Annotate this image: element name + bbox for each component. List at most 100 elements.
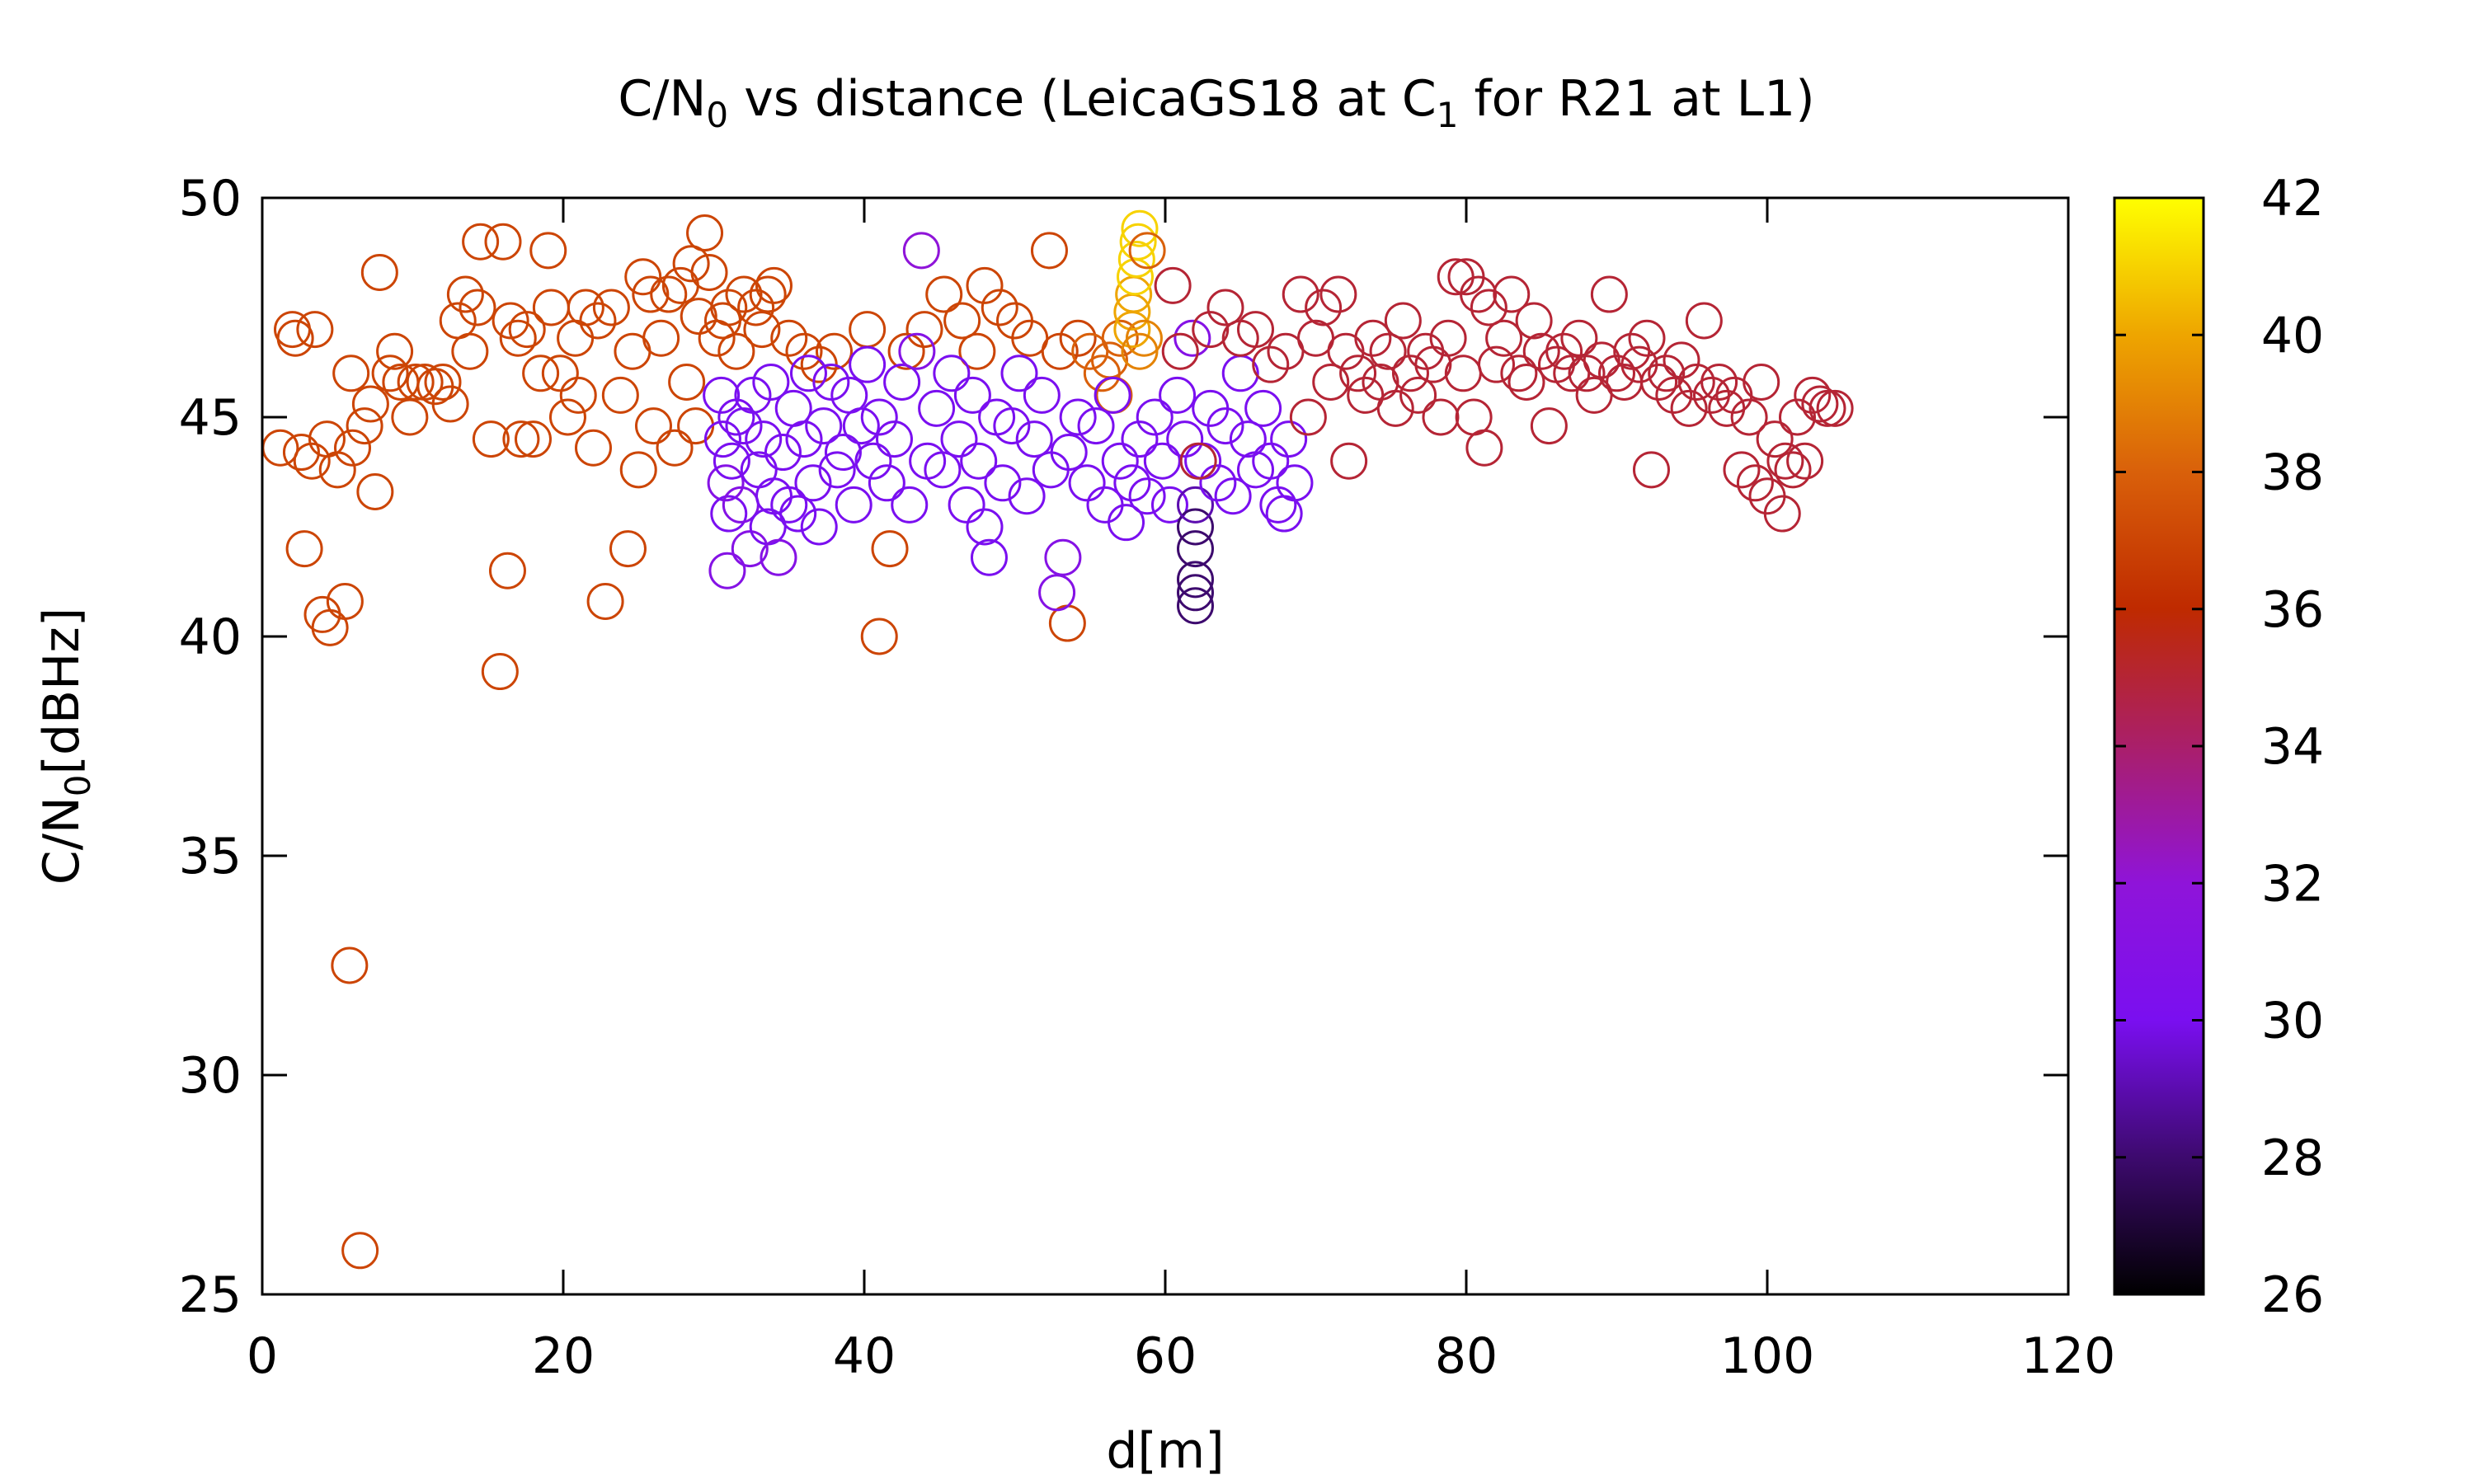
data-point <box>970 538 1008 576</box>
data-point <box>1779 398 1816 436</box>
data-point <box>1507 363 1545 401</box>
data-point <box>868 464 905 502</box>
data-point <box>1030 232 1068 270</box>
data-point <box>346 407 383 445</box>
data-point <box>785 332 823 370</box>
y-axis-label: C/N0[dBHz] <box>33 608 98 885</box>
data-point <box>805 407 843 445</box>
data-point <box>785 420 823 458</box>
data-point <box>770 486 808 524</box>
data-point <box>1774 451 1812 489</box>
data-point <box>1038 574 1076 612</box>
data-point <box>481 653 519 691</box>
data-point <box>1108 504 1145 542</box>
data-point <box>1723 451 1761 489</box>
colorbar-tick-label: 28 <box>2261 1129 2324 1187</box>
data-point <box>1136 398 1174 436</box>
data-point <box>883 363 921 401</box>
data-point <box>948 486 985 524</box>
data-point <box>397 363 435 401</box>
data-point <box>331 946 369 984</box>
data-point <box>1177 561 1214 599</box>
data-point <box>752 363 790 401</box>
data-point <box>966 266 1004 304</box>
data-point <box>586 582 624 620</box>
data-point <box>1354 319 1392 357</box>
data-point <box>1339 355 1377 392</box>
data-point <box>1485 319 1523 357</box>
data-point <box>541 355 579 392</box>
data-point <box>609 530 647 568</box>
data-point <box>431 385 469 423</box>
data-point <box>1068 464 1106 502</box>
data-point <box>860 618 898 655</box>
data-point <box>635 407 672 445</box>
data-point <box>285 530 323 568</box>
data-point <box>1628 319 1666 357</box>
data-point <box>1119 223 1157 261</box>
data-point <box>459 289 496 326</box>
data-point <box>764 434 802 472</box>
data-point <box>532 289 570 326</box>
data-point <box>1455 398 1493 436</box>
data-point <box>1206 407 1244 445</box>
data-point <box>1289 398 1327 436</box>
data-point <box>876 420 913 458</box>
x-axis-label: d[m] <box>1106 1422 1224 1480</box>
x-axis-ticks: 0 20 40 60 80 100 120 <box>247 198 2115 1385</box>
data-point <box>1470 289 1507 326</box>
data-point <box>1177 574 1214 612</box>
data-point <box>924 451 962 489</box>
data-point <box>446 275 484 313</box>
data-point <box>559 376 597 414</box>
data-point <box>1177 530 1214 568</box>
x-tick-label: 80 <box>1435 1327 1498 1385</box>
data-point <box>1150 486 1188 524</box>
data-point <box>1128 232 1166 270</box>
data-point <box>318 451 356 489</box>
data-point <box>1756 420 1794 458</box>
data-point <box>871 530 909 568</box>
data-point <box>1708 389 1746 427</box>
data-point <box>1460 275 1498 313</box>
data-point <box>703 376 741 414</box>
x-tick-label: 100 <box>1720 1327 1815 1385</box>
data-point <box>650 275 688 313</box>
data-point <box>371 355 409 392</box>
data-point <box>1166 420 1204 458</box>
data-point <box>1252 442 1290 480</box>
data-point <box>502 420 540 458</box>
data-point <box>462 223 500 261</box>
data-point <box>779 495 817 533</box>
data-point <box>1670 389 1708 427</box>
data-point <box>1192 311 1230 349</box>
y-tick-label: 50 <box>179 170 242 228</box>
data-point <box>1000 355 1038 392</box>
data-point <box>1736 464 1774 502</box>
data-point <box>1330 442 1368 480</box>
data-point <box>499 319 537 357</box>
data-point <box>656 429 694 467</box>
data-point <box>1023 376 1061 414</box>
data-point <box>1766 442 1804 480</box>
data-point <box>984 464 1022 502</box>
data-point <box>1376 389 1414 427</box>
data-point <box>1265 495 1303 533</box>
colorbar-tick-label: 30 <box>2261 993 2324 1050</box>
data-point <box>1059 398 1097 436</box>
data-point <box>1515 302 1553 340</box>
data-point <box>918 389 956 427</box>
data-point <box>933 355 971 392</box>
data-point <box>1391 355 1429 392</box>
data-point <box>424 363 462 401</box>
data-point <box>642 319 680 357</box>
data-point <box>1743 363 1780 401</box>
x-tick-label: 0 <box>247 1327 278 1385</box>
data-point <box>1179 442 1217 480</box>
data-point <box>708 552 746 589</box>
data-point <box>1493 275 1531 313</box>
y-tick-label: 25 <box>179 1266 242 1324</box>
data-point <box>1530 407 1568 445</box>
data-point <box>677 407 715 445</box>
data-point <box>522 355 560 392</box>
